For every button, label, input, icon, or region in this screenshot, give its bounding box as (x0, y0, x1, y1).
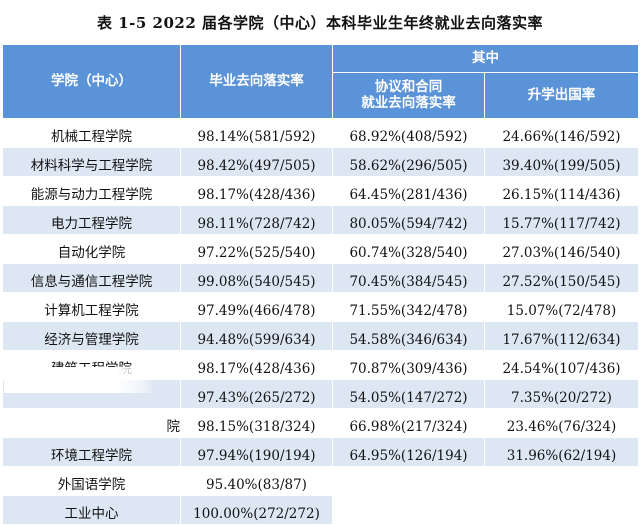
table-title: 表 1-5 2022 届各学院（中心）本科毕业生年终就业去向落实率 (96, 14, 544, 32)
agreement-cell: 66.98%(217/324) (332, 408, 485, 438)
abroad-cell: 31.96%(62/194) (484, 437, 639, 467)
agreement-cell (332, 495, 485, 525)
header-college: 学院（中心） (2, 44, 181, 119)
abroad-cell: 27.03%(146/540) (484, 234, 639, 264)
college-cell: 电力工程学院 (2, 205, 181, 235)
agreement-cell: 70.45%(384/545) (332, 263, 485, 293)
rate-cell: 99.08%(540/545) (180, 263, 333, 293)
agreement-cell: 80.05%(594/742) (332, 205, 485, 235)
college-cell: 能源与动力工程学院 (2, 176, 181, 206)
rate-cell: 97.22%(525/540) (180, 234, 333, 264)
college-cell: 自动化学院 (2, 234, 181, 264)
table-row: 97.43%(265/272) 54.05%(147/272) 7.35%(20… (2, 379, 639, 409)
rate-cell: 97.94%(190/194) (180, 437, 333, 467)
table-row: 信息与通信工程学院 99.08%(540/545) 70.45%(384/545… (2, 263, 639, 293)
rate-cell: 94.48%(599/634) (180, 321, 333, 351)
abroad-cell (484, 466, 639, 496)
rate-cell: 97.49%(466/478) (180, 292, 333, 322)
agreement-cell: 68.92%(408/592) (332, 118, 485, 148)
table-row: 机械工程学院 98.14%(581/592) 68.92%(408/592) 2… (2, 118, 639, 148)
table-row: 环境工程学院 97.94%(190/194) 64.95%(126/194) 3… (2, 437, 639, 467)
agreement-cell: 70.87%(309/436) (332, 350, 485, 380)
employment-rate-table: 学院（中心） 毕业去向落实率 其中 协议和合同 就业去向落实率 升学出国率 机械… (2, 44, 639, 525)
table-row: 自动化学院 97.22%(525/540) 60.74%(328/540) 27… (2, 234, 639, 264)
college-cell: 经济与管理学院 (2, 321, 181, 351)
agreement-cell (332, 466, 485, 496)
table-row: 经济与管理学院 94.48%(599/634) 54.58%(346/634) … (2, 321, 639, 351)
header-rate: 毕业去向落实率 (180, 44, 333, 119)
header-agreement: 协议和合同 就业去向落实率 (332, 72, 485, 119)
rate-cell: 95.40%(83/87) (180, 466, 333, 496)
abroad-cell: 15.77%(117/742) (484, 205, 639, 235)
rate-cell: 98.14%(581/592) (180, 118, 333, 148)
table-row: 能源与动力工程学院 98.17%(428/436) 64.45%(281/436… (2, 176, 639, 206)
abroad-cell: 26.15%(114/436) (484, 176, 639, 206)
rate-cell: 98.17%(428/436) (180, 350, 333, 380)
abroad-cell: 39.40%(199/505) (484, 147, 639, 177)
college-cell: 机械工程学院 (2, 118, 181, 148)
agreement-cell: 64.95%(126/194) (332, 437, 485, 467)
abroad-cell: 7.35%(20/272) (484, 379, 639, 409)
college-cell: 计算机工程学院 (2, 292, 181, 322)
abroad-cell: 27.52%(150/545) (484, 263, 639, 293)
abroad-cell: 23.46%(76/324) (484, 408, 639, 438)
agreement-cell: 64.45%(281/436) (332, 176, 485, 206)
abroad-cell: 24.54%(107/436) (484, 350, 639, 380)
table-row: 电力工程学院 98.11%(728/742) 80.05%(594/742) 1… (2, 205, 639, 235)
obscured-name-overlay (4, 367, 154, 393)
header-abroad: 升学出国率 (484, 72, 639, 119)
rate-cell: 98.17%(428/436) (180, 176, 333, 206)
rate-cell: 100.00%(272/272) (180, 495, 333, 525)
header-agreement-line2: 就业去向落实率 (361, 94, 456, 111)
college-cell: 信息与通信工程学院 (2, 263, 181, 293)
rate-cell: 98.42%(497/505) (180, 147, 333, 177)
agreement-cell: 60.74%(328/540) (332, 234, 485, 264)
agreement-cell: 58.62%(296/505) (332, 147, 485, 177)
college-cell: 外国语学院 (2, 466, 181, 496)
agreement-cell: 54.05%(147/272) (332, 379, 485, 409)
table-row: 计算机工程学院 97.49%(466/478) 71.55%(342/478) … (2, 292, 639, 322)
college-cell: 环境工程学院 (2, 437, 181, 467)
college-cell: 院 (2, 408, 181, 438)
college-cell: 工业中心 (2, 495, 181, 525)
agreement-cell: 54.58%(346/634) (332, 321, 485, 351)
table-row: 工业中心 100.00%(272/272) (2, 495, 639, 525)
header-agreement-line1: 协议和合同 (374, 78, 443, 95)
rate-cell: 97.43%(265/272) (180, 379, 333, 409)
abroad-cell: 24.66%(146/592) (484, 118, 639, 148)
rate-cell: 98.15%(318/324) (180, 408, 333, 438)
abroad-cell (484, 495, 639, 525)
rate-cell: 98.11%(728/742) (180, 205, 333, 235)
abroad-cell: 15.07%(72/478) (484, 292, 639, 322)
table-row: 院 98.15%(318/324) 66.98%(217/324) 23.46%… (2, 408, 639, 438)
table-row: 材料科学与工程学院 98.42%(497/505) 58.62%(296/505… (2, 147, 639, 177)
header-group: 其中 (332, 44, 639, 73)
agreement-cell: 71.55%(342/478) (332, 292, 485, 322)
abroad-cell: 17.67%(112/634) (484, 321, 639, 351)
table-row: 外国语学院 95.40%(83/87) (2, 466, 639, 496)
college-cell: 材料科学与工程学院 (2, 147, 181, 177)
